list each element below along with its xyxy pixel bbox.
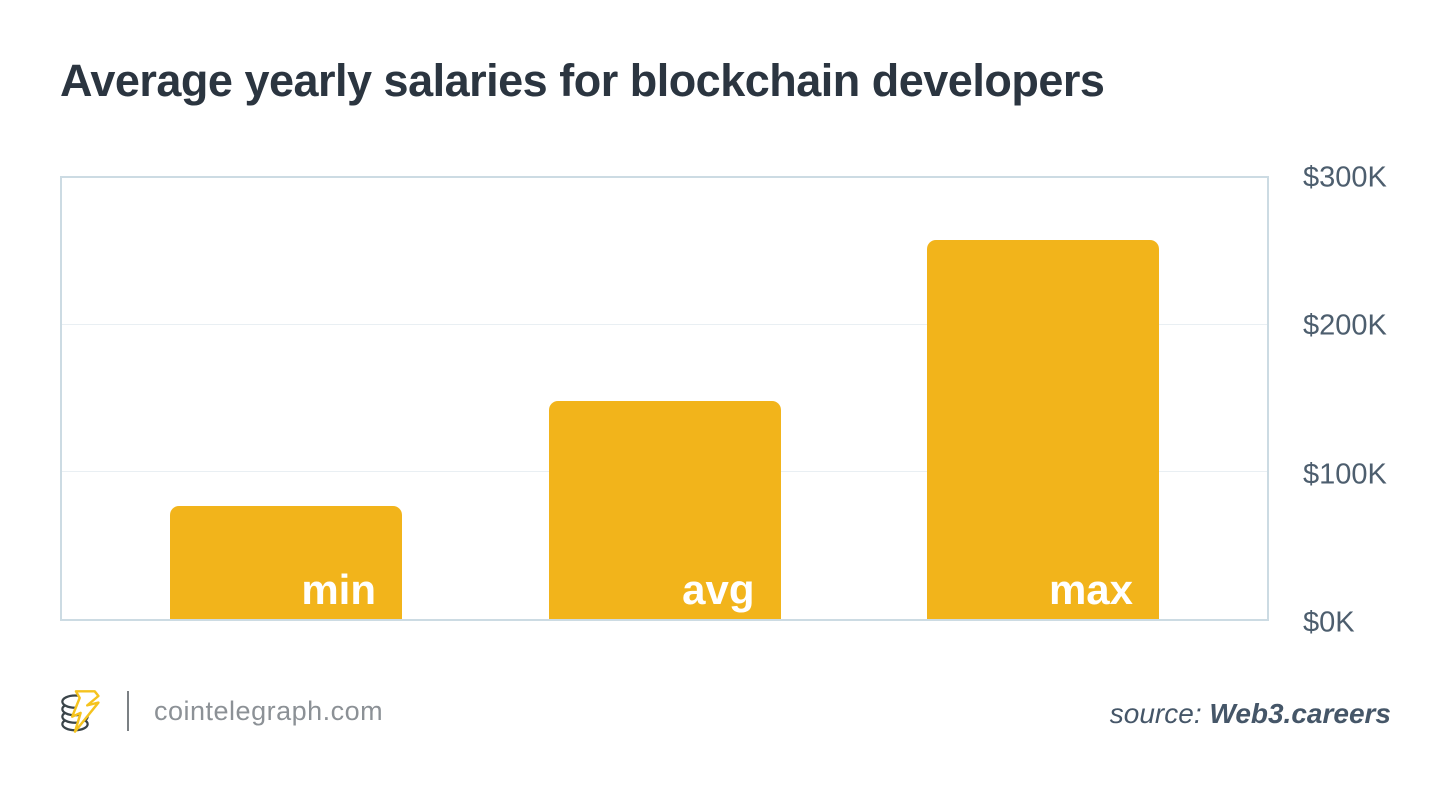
- lightning-bolt-icon: [70, 690, 100, 733]
- y-axis-tick-label: $300K: [1303, 161, 1387, 194]
- bar-max: max: [927, 240, 1159, 619]
- y-axis-tick-label: $0K: [1303, 606, 1355, 639]
- bar-category-label: avg: [682, 565, 755, 613]
- source-attribution: source: Web3.careers: [1110, 698, 1391, 730]
- bar-min: min: [170, 506, 402, 619]
- y-axis-tick-label: $100K: [1303, 458, 1387, 491]
- bar-avg: avg: [548, 401, 781, 619]
- y-axis-tick-label: $200K: [1303, 309, 1387, 342]
- chart-plot: min avg max: [60, 176, 1269, 621]
- bar-category-label: max: [1048, 565, 1133, 613]
- y-axis: $0K $100K $200K $300K: [1303, 162, 1443, 639]
- site-label: cointelegraph.com: [154, 695, 384, 726]
- footer-divider: [127, 691, 129, 731]
- gridline: [62, 324, 1267, 325]
- cointelegraph-logo-icon: [61, 690, 100, 733]
- source-prefix: source:: [1109, 698, 1202, 729]
- chart-title: Average yearly salaries for blockchain d…: [60, 55, 1105, 106]
- bar-category-label: min: [301, 565, 376, 613]
- footer-branding: cointelegraph.com: [60, 688, 383, 734]
- source-name: Web3.careers: [1209, 698, 1391, 729]
